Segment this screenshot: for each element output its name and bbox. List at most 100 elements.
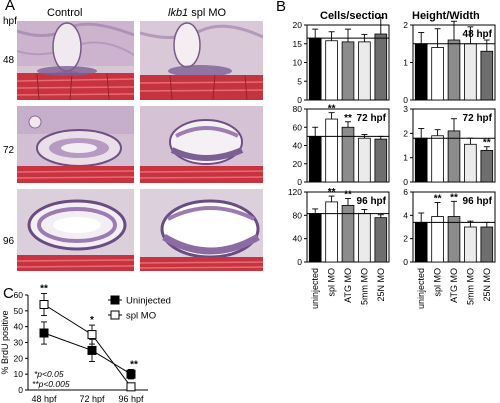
y-tick-label: 0 [403, 257, 408, 267]
histology-48hpf-lkb1-mo [140, 21, 263, 100]
panel-c-letter: C [3, 285, 14, 302]
x-category-label: 5mm MO [359, 268, 369, 305]
y-tick-label: 20 [293, 159, 303, 169]
y-axis-label: % BrdU positive [0, 310, 10, 374]
panel-a-letter: A [5, 0, 16, 14]
line-chart-brdu: 0 10 20 30 40 50 60 % BrdU positive 48 hpf 72 hpf… [0, 283, 171, 403]
bar-chart-4: 0 1 2 3 ** 72 hpf [403, 104, 496, 187]
bar-chart-1: 0 5 10 15 20 [293, 17, 390, 105]
y-tick-label: 5 [297, 76, 302, 86]
y-tick-label: 4 [403, 210, 408, 220]
y-tick-label: 1 [403, 58, 408, 68]
panel-a-row-48-label: 48 [3, 55, 15, 66]
panel-a-row-72-label: 72 [3, 145, 15, 156]
panel-a-mo-gene: lkb1 [168, 7, 189, 19]
y-tick-label: 0 [297, 95, 302, 105]
x-category-label: 48 hpf [31, 394, 57, 403]
y-tick-label: 0 [403, 177, 408, 187]
y-tick-label: 6 [403, 187, 408, 197]
panel-time-label: 48 hpf [463, 29, 493, 40]
y-tick-label: 1 [403, 153, 408, 163]
panel-b-right-title: Height/Width [412, 10, 480, 22]
significance-stars: ** [328, 104, 336, 115]
significance-stars: ** [130, 359, 138, 370]
data-point [87, 345, 97, 355]
x-category-label: 25N MO [482, 268, 492, 302]
y-tick-label: 120 [288, 187, 302, 197]
panel-a-row-96-label: 96 [3, 236, 15, 247]
bar-chart-6: 0 2 4 6 ** ** 96 hpf uninjected spl MO ATG MO 5mm … [403, 187, 496, 309]
significance-stars: ** [328, 187, 336, 198]
significance-stars: ** [450, 192, 458, 203]
histology-48hpf-control [17, 21, 134, 100]
y-tick-label: 2 [403, 234, 408, 244]
significance-stars: ** [344, 189, 352, 200]
histology-96hpf-lkb1-mo [140, 189, 263, 271]
y-tick-label: 80 [293, 210, 303, 220]
significance-stars: ** [434, 194, 442, 205]
x-category-label: ATG MO [343, 268, 353, 303]
y-tick-label: 80 [293, 104, 303, 114]
panel-a-mo-header: lkb1 spl MO [168, 7, 226, 19]
data-point [126, 369, 136, 379]
y-tick-label: 40 [293, 234, 303, 244]
histology-96hpf-control [17, 189, 134, 271]
significance-stars: * [90, 315, 94, 326]
data-point [39, 328, 49, 338]
y-tick-label: 0 [18, 385, 23, 395]
x-category-label: 72 hpf [79, 394, 105, 403]
legend-label: Uninjected [126, 296, 171, 307]
y-tick-label: 50 [14, 306, 24, 316]
y-tick-label: 0 [297, 257, 302, 267]
data-point [87, 330, 97, 340]
y-tick-label: 2 [403, 20, 408, 30]
series-spl-mo [39, 292, 136, 392]
x-category-label: spl MO [327, 268, 337, 297]
panel-time-label: 72 hpf [463, 113, 493, 124]
y-tick-label: 2 [403, 128, 408, 138]
x-category-label: uninjected [310, 268, 320, 309]
data-point [39, 300, 49, 309]
y-tick-label: 60 [14, 290, 24, 300]
data-point [126, 382, 136, 392]
y-tick-label: 10 [14, 369, 24, 379]
panel-c-note-p005: **p<0.005 [32, 379, 70, 389]
y-tick-label: 3 [403, 104, 408, 114]
panel-c-note-p05: *p<0.05 [34, 369, 64, 379]
panel-a-control-header: Control [47, 7, 83, 19]
panel-time-label: 72 hpf [357, 113, 387, 124]
significance-stars: ** [483, 138, 491, 149]
y-tick-label: 0 [403, 95, 408, 105]
y-tick-label: 40 [293, 141, 303, 151]
legend-marker [110, 295, 120, 305]
y-tick-label: 0 [297, 177, 302, 187]
x-category-label: ATG MO [449, 268, 459, 303]
significance-stars: ** [40, 283, 48, 294]
x-category-label: spl MO [433, 268, 443, 297]
panel-time-label: 96 hpf [357, 196, 387, 207]
panel-b-letter: B [276, 0, 287, 15]
y-tick-label: 20 [293, 20, 303, 30]
bar-chart-2: 0 1 2 48 hpf [403, 20, 496, 105]
panel-time-label: 96 hpf [463, 196, 493, 207]
x-category-label: 25N MO [376, 268, 386, 302]
y-tick-label: 30 [14, 338, 24, 348]
histology-72hpf-lkb1-mo [140, 106, 263, 183]
bar-chart-3: 0 20 40 60 80 ** ** 72 hpf [293, 104, 390, 187]
legend-marker [110, 310, 120, 320]
y-tick-label: 15 [293, 39, 303, 49]
y-tick-label: 40 [14, 322, 24, 332]
panel-a-mo-rest: spl MO [191, 7, 227, 19]
y-tick-label: 10 [293, 58, 303, 68]
panel-a-hpf-label: hpf [3, 16, 17, 27]
legend: Uninjected spl MO [108, 295, 171, 322]
panel-b-left-title: Cells/section [320, 10, 388, 22]
bar-chart-5: 0 40 80 120 ** ** 96 hpf uninjected spl MO ATG MO… [288, 187, 390, 309]
y-tick-label: 20 [14, 353, 24, 363]
legend-label: spl MO [126, 311, 156, 322]
x-category-label: uninjected [416, 268, 426, 309]
histology-72hpf-control [17, 106, 134, 183]
y-tick-label: 60 [293, 122, 303, 132]
